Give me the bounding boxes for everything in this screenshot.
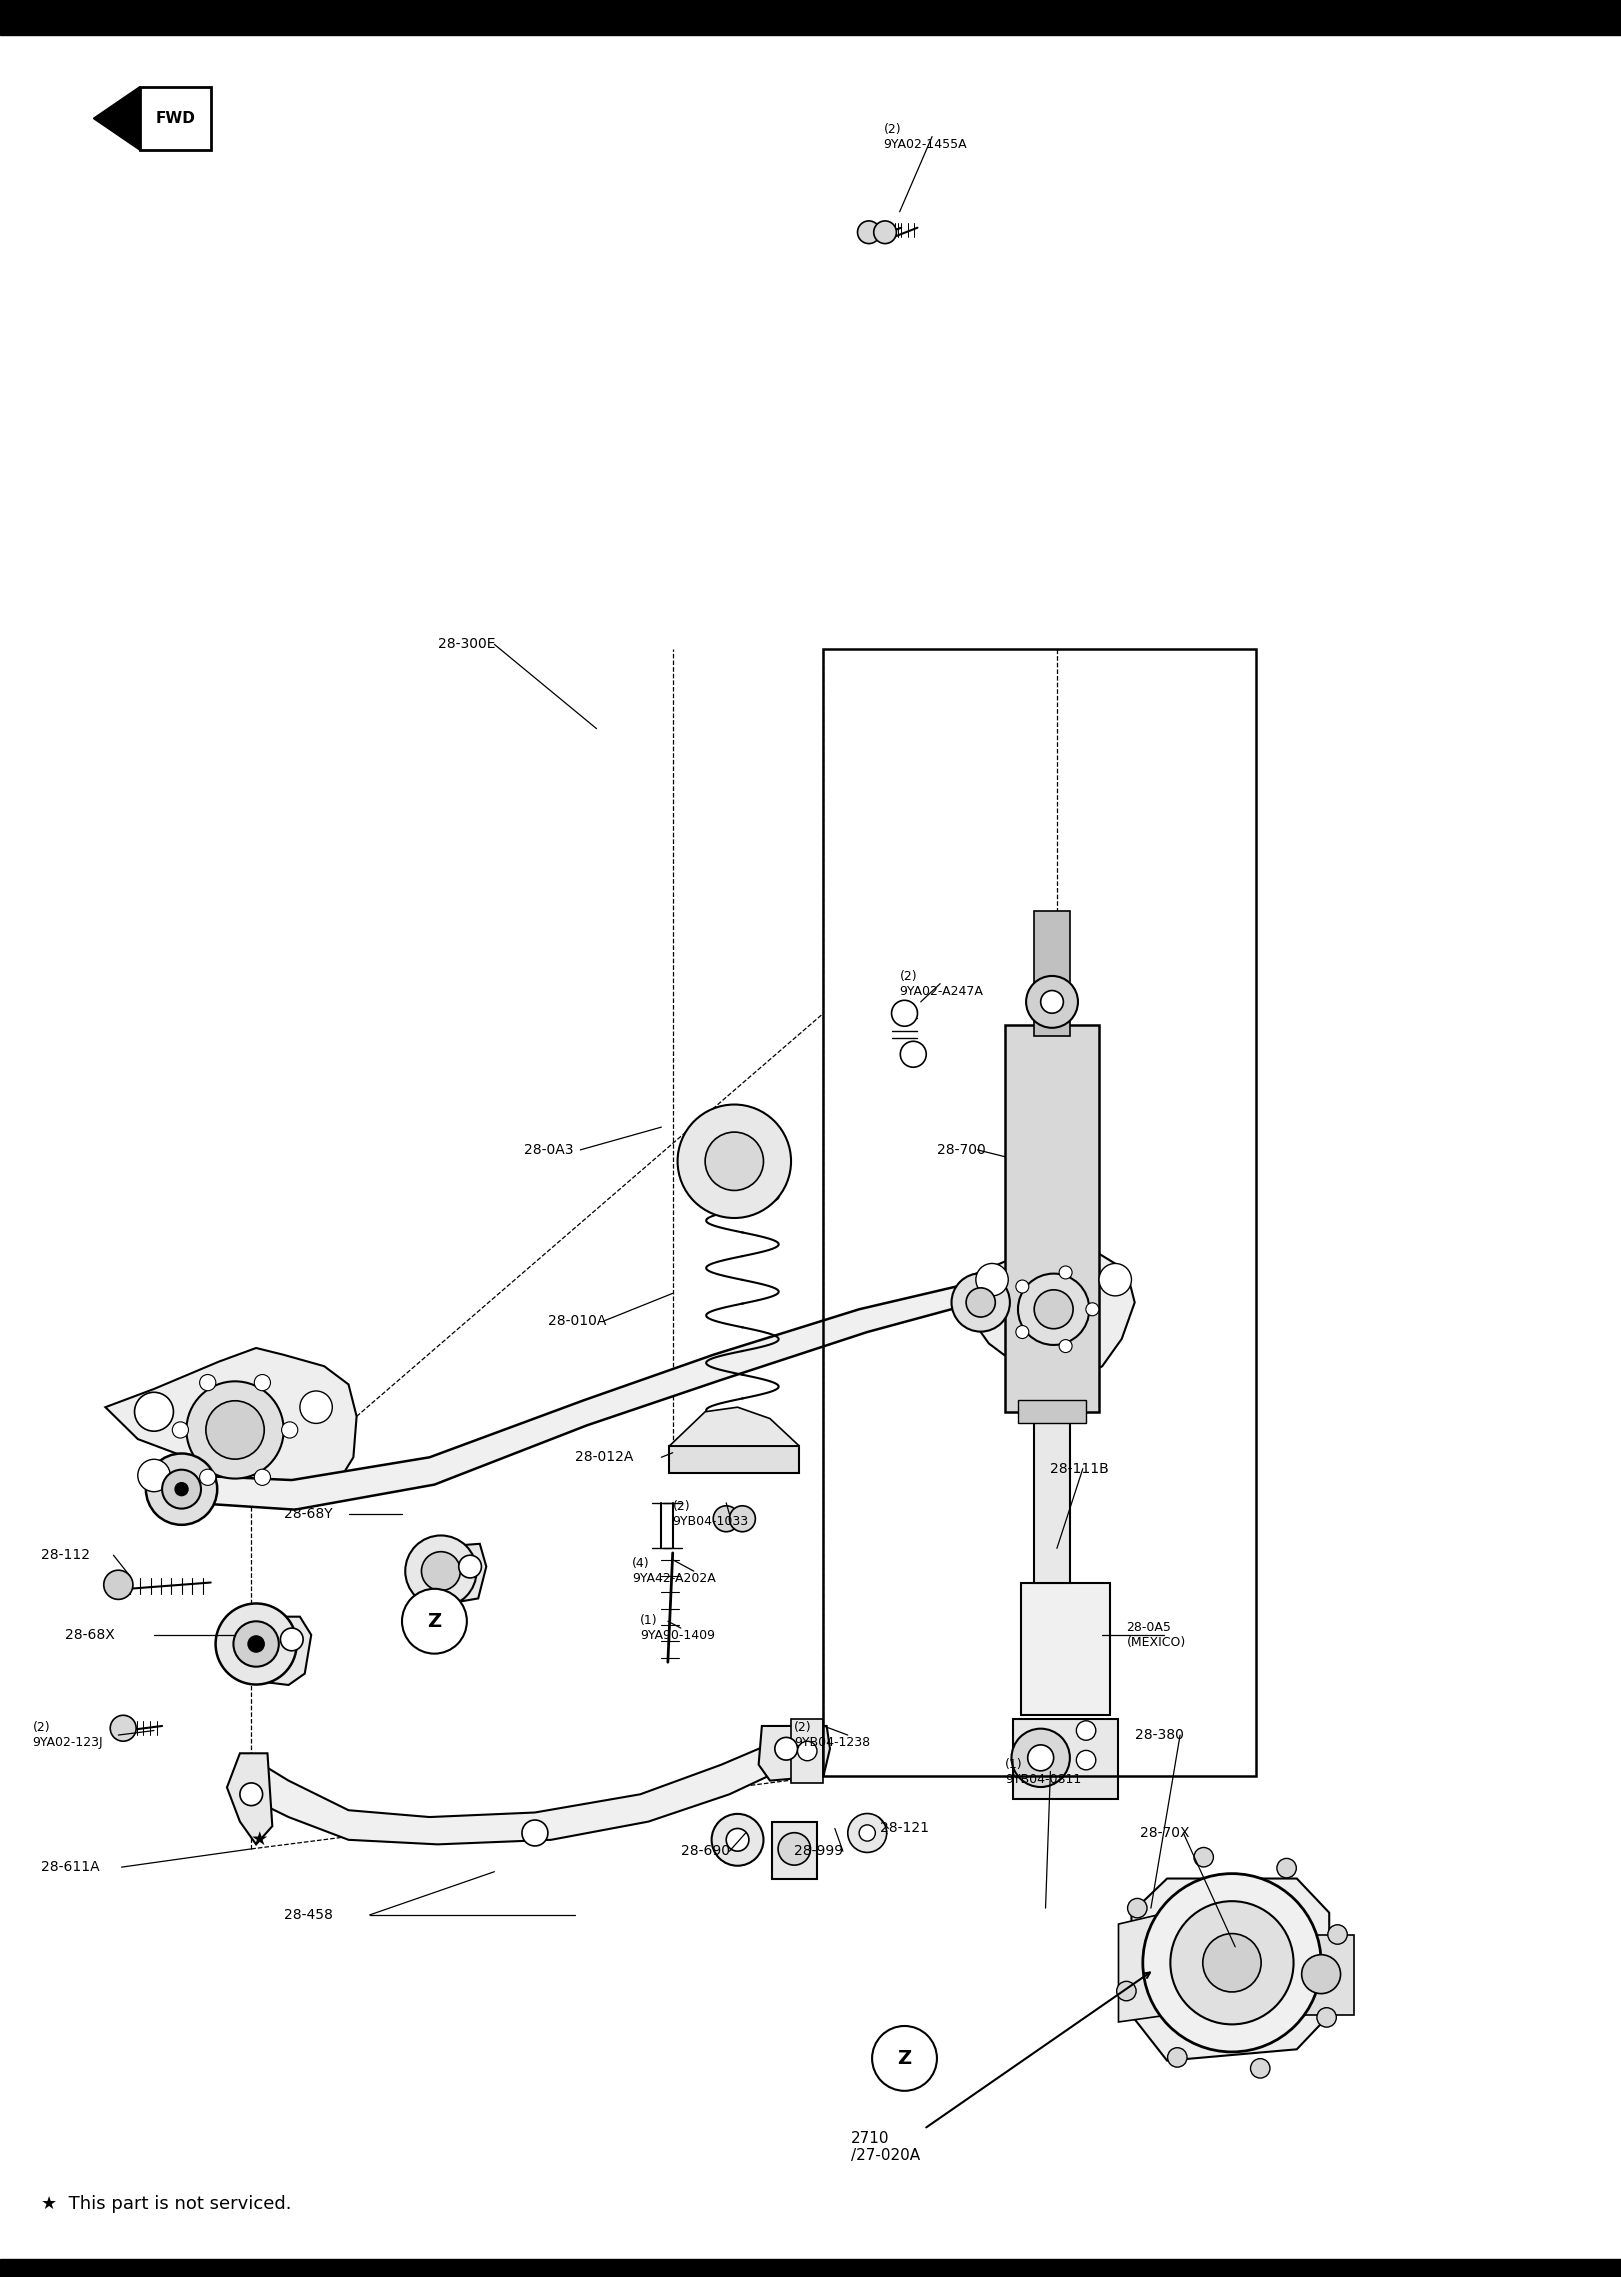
Polygon shape (191, 1280, 1018, 1510)
Text: 28-0A3: 28-0A3 (524, 1143, 574, 1157)
Text: (2)
9YA02-123J: (2) 9YA02-123J (32, 1721, 104, 1749)
Bar (1018, 1400, 1086, 1423)
Circle shape (138, 1460, 170, 1491)
Circle shape (1167, 2047, 1187, 2068)
Bar (139, 87, 211, 150)
Circle shape (1170, 1901, 1294, 2024)
Circle shape (254, 1375, 271, 1391)
Bar (1005, 1025, 1099, 1412)
Circle shape (1302, 1954, 1341, 1995)
Circle shape (199, 1469, 216, 1485)
Text: 28-111B: 28-111B (1050, 1462, 1109, 1475)
Text: 28-68Y: 28-68Y (284, 1507, 332, 1521)
Text: Z: Z (898, 2049, 911, 2068)
Polygon shape (227, 1753, 272, 1844)
Text: FWD: FWD (156, 112, 195, 125)
Circle shape (1117, 1981, 1136, 2001)
Polygon shape (227, 1617, 311, 1685)
Bar (0, 2259, 1621, 2277)
Circle shape (1018, 1273, 1089, 1346)
Text: 28-112: 28-112 (41, 1548, 89, 1562)
Polygon shape (669, 1407, 799, 1446)
Circle shape (162, 1469, 201, 1510)
Circle shape (1016, 1280, 1029, 1293)
Bar (1021, 1583, 1110, 1715)
Circle shape (1328, 1924, 1347, 1945)
Circle shape (233, 1621, 279, 1667)
Circle shape (248, 1635, 264, 1653)
Circle shape (282, 1421, 298, 1439)
Bar (823, 649, 1256, 1776)
Circle shape (459, 1555, 481, 1578)
Circle shape (874, 221, 896, 244)
Circle shape (280, 1628, 303, 1651)
Circle shape (1028, 1744, 1054, 1772)
Circle shape (713, 1505, 739, 1532)
Circle shape (1277, 1858, 1297, 1879)
Circle shape (1059, 1266, 1071, 1280)
Circle shape (1250, 2058, 1269, 2079)
Circle shape (705, 1132, 763, 1191)
Circle shape (254, 1469, 271, 1485)
Circle shape (146, 1453, 217, 1526)
Circle shape (892, 1000, 917, 1027)
Bar (1034, 911, 1070, 1036)
Circle shape (848, 1812, 887, 1853)
Circle shape (1026, 977, 1078, 1027)
Polygon shape (251, 1726, 823, 1844)
Polygon shape (413, 1544, 486, 1605)
Text: 2710
/27-020A: 2710 /27-020A (851, 2131, 921, 2163)
Circle shape (135, 1391, 173, 1432)
Text: (2)
9YB04-1238: (2) 9YB04-1238 (794, 1721, 870, 1749)
Text: (2)
9YA02-1455A: (2) 9YA02-1455A (883, 123, 968, 150)
Text: 28-380: 28-380 (1135, 1728, 1183, 1742)
Polygon shape (1118, 1913, 1167, 2022)
Circle shape (402, 1589, 467, 1653)
Circle shape (952, 1273, 1010, 1332)
Polygon shape (94, 87, 139, 150)
Circle shape (1203, 1933, 1261, 1992)
Circle shape (172, 1421, 188, 1439)
Circle shape (976, 1264, 1008, 1296)
Circle shape (206, 1400, 264, 1460)
Text: 28-458: 28-458 (284, 1908, 332, 1922)
Text: 28-611A: 28-611A (41, 1860, 99, 1874)
Text: 28-999: 28-999 (794, 1844, 843, 1858)
Text: Z: Z (428, 1612, 441, 1630)
Circle shape (1016, 1325, 1029, 1339)
Circle shape (1316, 2008, 1336, 2027)
Bar (772, 1822, 817, 1879)
Circle shape (1012, 1728, 1070, 1787)
Circle shape (1034, 1289, 1073, 1330)
Circle shape (216, 1603, 297, 1685)
Bar (1289, 1935, 1354, 2015)
Circle shape (966, 1289, 995, 1316)
Bar (0, 0, 1621, 36)
Circle shape (240, 1783, 263, 1806)
Circle shape (300, 1391, 332, 1423)
Circle shape (726, 1828, 749, 1851)
Circle shape (1076, 1721, 1096, 1740)
Text: 28-700: 28-700 (937, 1143, 986, 1157)
Circle shape (1041, 990, 1063, 1013)
Circle shape (858, 221, 880, 244)
Circle shape (900, 1041, 926, 1068)
Bar (1013, 1719, 1118, 1799)
Circle shape (798, 1742, 817, 1760)
Text: 28-68X: 28-68X (65, 1628, 115, 1642)
Text: 28-010A: 28-010A (548, 1314, 606, 1327)
Circle shape (872, 2027, 937, 2090)
Circle shape (1099, 1264, 1131, 1296)
Circle shape (778, 1833, 810, 1865)
Circle shape (678, 1104, 791, 1218)
Text: 28-012A: 28-012A (575, 1450, 634, 1464)
Polygon shape (105, 1348, 357, 1503)
Circle shape (1086, 1302, 1099, 1316)
Bar (669, 1446, 799, 1473)
Text: (1)
9YA90-1409: (1) 9YA90-1409 (640, 1614, 715, 1642)
Circle shape (775, 1737, 798, 1760)
Circle shape (199, 1375, 216, 1391)
Circle shape (186, 1382, 284, 1478)
Polygon shape (759, 1726, 830, 1781)
Circle shape (729, 1505, 755, 1532)
